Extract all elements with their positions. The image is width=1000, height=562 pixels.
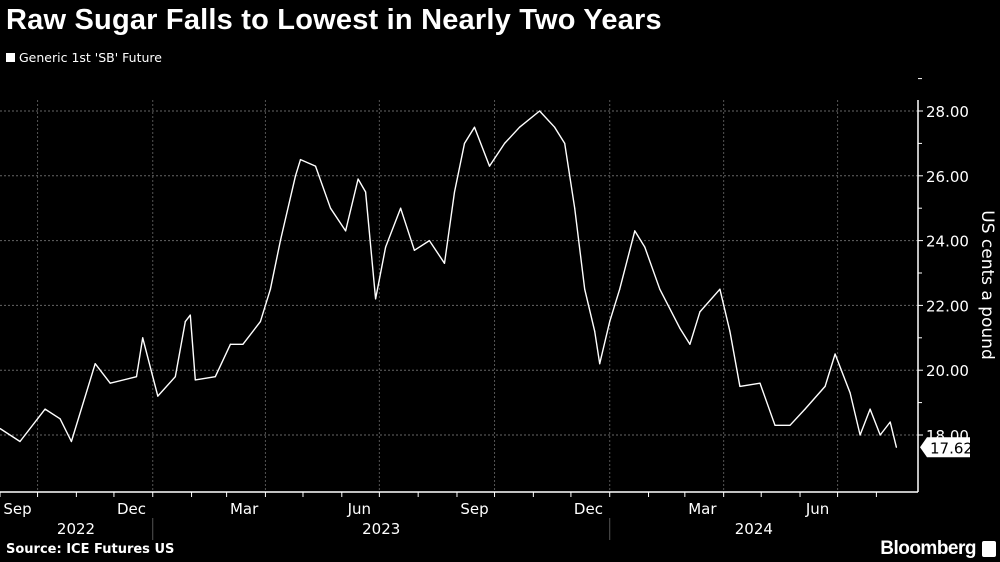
data-point (400, 207, 402, 209)
data-point (0, 427, 1, 430)
x-month-label: Sep (460, 500, 488, 518)
data-point (214, 376, 216, 378)
data-point (503, 142, 506, 144)
y-tick-label: 20.00 (926, 362, 969, 380)
data-point (294, 175, 297, 177)
data-point (584, 288, 586, 290)
data-point (314, 165, 317, 167)
data-point (19, 440, 21, 443)
last-value-label: 17.62 (930, 439, 973, 457)
data-point (554, 126, 556, 128)
data-point (184, 321, 186, 323)
legend-swatch (6, 53, 15, 62)
data-point (463, 142, 466, 144)
data-point (609, 321, 611, 323)
y-tick-label: 28.00 (926, 103, 969, 121)
x-month-label: Sep (3, 500, 31, 518)
data-point (70, 440, 72, 443)
data-point (59, 418, 61, 420)
data-point (659, 288, 661, 290)
data-point (428, 240, 431, 242)
data-point (564, 142, 566, 144)
data-point (859, 434, 861, 436)
data-point (94, 363, 96, 365)
data-point (789, 424, 791, 426)
y-tick-label: 24.00 (926, 233, 969, 251)
data-point (488, 165, 491, 167)
data-point (229, 343, 231, 345)
data-point (279, 240, 282, 242)
data-point (889, 421, 891, 423)
data-point (869, 408, 871, 410)
y-tick-label: 26.00 (926, 168, 969, 186)
data-point (299, 159, 302, 161)
data-point (473, 126, 476, 128)
y-tick-label: 22.00 (926, 297, 969, 315)
data-point (824, 385, 826, 387)
data-point (518, 126, 521, 128)
x-year-label: 2022 (57, 520, 95, 538)
data-point (375, 298, 377, 300)
data-point (759, 382, 761, 384)
data-point (135, 376, 138, 378)
last-value-badge (920, 437, 970, 458)
bloomberg-icon (982, 541, 996, 557)
data-point (157, 395, 159, 397)
series-line-generic-sb-future (0, 110, 898, 448)
x-month-label: Jun (347, 500, 371, 518)
x-month-label: Dec (117, 500, 146, 518)
brand-logo: Bloomberg (880, 538, 976, 559)
data-point (679, 327, 681, 329)
data-point (443, 262, 446, 264)
data-point (142, 337, 144, 339)
data-point (269, 288, 272, 290)
data-point (895, 446, 898, 448)
data-point (879, 434, 881, 436)
data-point (644, 246, 646, 248)
data-point (634, 230, 636, 232)
x-month-label: Mar (230, 500, 259, 518)
source-note: Source: ICE Futures US (6, 542, 175, 557)
data-point (344, 230, 347, 232)
data-point (329, 207, 332, 209)
data-point (594, 330, 596, 332)
data-point (619, 288, 621, 290)
data-point (364, 191, 367, 193)
data-point (453, 191, 456, 193)
x-month-label: Dec (574, 500, 603, 518)
data-point (189, 314, 191, 316)
data-point (729, 330, 731, 332)
x-year-label: 2024 (735, 520, 773, 538)
data-point (699, 311, 701, 313)
data-point (174, 376, 176, 378)
data-point (109, 382, 111, 384)
data-point (834, 353, 836, 355)
x-year-label: 2023 (362, 520, 400, 538)
legend: Generic 1st 'SB' Future (6, 50, 162, 65)
data-point (242, 343, 244, 345)
data-point (599, 363, 601, 365)
data-point (539, 110, 541, 112)
data-point (804, 408, 806, 410)
chart-title: Raw Sugar Falls to Lowest in Nearly Two … (6, 4, 662, 36)
data-point (689, 343, 691, 345)
data-point (574, 207, 576, 209)
data-point (413, 249, 416, 251)
data-point (44, 408, 46, 410)
data-point (719, 288, 721, 290)
data-point (194, 379, 196, 381)
data-point (849, 392, 851, 394)
data-point (774, 424, 776, 426)
y-axis-label: US cents a pound (977, 210, 997, 360)
data-point (259, 321, 262, 323)
data-point (385, 246, 387, 248)
x-month-label: Mar (688, 500, 717, 518)
data-point (357, 178, 359, 180)
data-point (739, 385, 741, 387)
x-month-label: Jun (805, 500, 829, 518)
legend-label: Generic 1st 'SB' Future (19, 50, 162, 65)
